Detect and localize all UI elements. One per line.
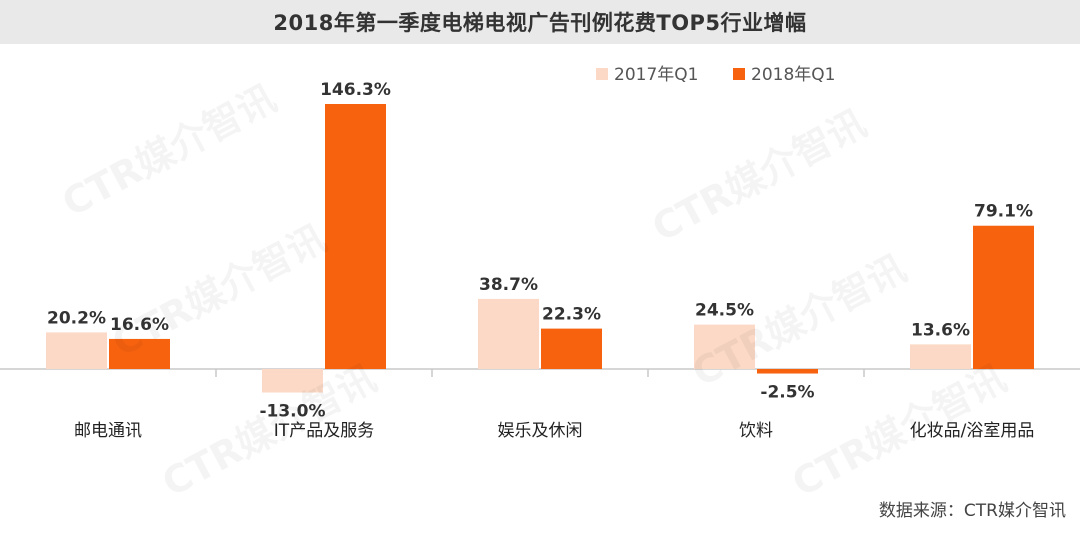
- bar-2017q1: [262, 369, 323, 393]
- legend-label: 2018年Q1: [751, 65, 835, 85]
- data-label: -13.0%: [259, 402, 325, 422]
- data-label: 22.3%: [542, 305, 601, 325]
- category-label: 饮料: [739, 421, 773, 441]
- data-label: 79.1%: [974, 202, 1033, 222]
- category-label: 娱乐及休闲: [498, 421, 583, 441]
- category-label: 邮电通讯: [74, 421, 142, 441]
- bar-2018q1: [973, 225, 1034, 369]
- data-label: 16.6%: [110, 315, 169, 335]
- source-note: 数据来源：CTR媒介智讯: [878, 501, 1066, 521]
- bar-2017q1: [694, 324, 755, 369]
- bar-2018q1: [109, 338, 170, 369]
- chart-title-bar: 2018年第一季度电梯电视广告刊例花费TOP5行业增幅: [0, 0, 1080, 44]
- data-label: 146.3%: [320, 80, 391, 100]
- data-label: 20.2%: [47, 308, 106, 328]
- data-label: 24.5%: [695, 301, 754, 321]
- bar-2018q1: [541, 328, 602, 369]
- legend-swatch: [733, 68, 745, 80]
- bar-2018q1: [757, 369, 818, 374]
- data-label: 38.7%: [479, 275, 538, 295]
- chart-title: 2018年第一季度电梯电视广告刊例花费TOP5行业增幅: [273, 11, 807, 35]
- category-label: IT产品及服务: [274, 421, 374, 441]
- bar-2017q1: [478, 298, 539, 369]
- data-label: -2.5%: [760, 383, 814, 403]
- data-label: 13.6%: [911, 320, 970, 340]
- bar-2018q1: [325, 104, 386, 369]
- bar-2017q1: [46, 332, 107, 369]
- category-label: 化妆品/浴室用品: [910, 421, 1035, 441]
- bar-chart: 20.2% 16.6% 邮电通讯 -13.0% 146.3% IT产品及服务 38.7%22…: [0, 65, 1080, 441]
- bar-2017q1: [910, 344, 971, 369]
- legend-label: 2017年Q1: [614, 65, 698, 85]
- legend-swatch: [596, 68, 608, 80]
